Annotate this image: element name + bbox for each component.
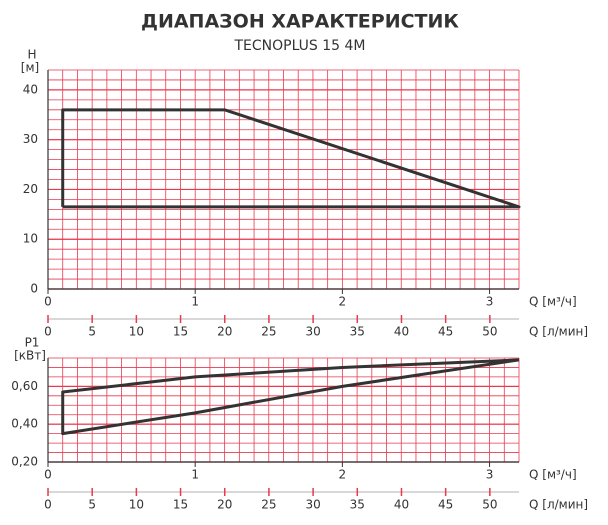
x-tick-label: 0 (44, 468, 52, 482)
y-tick-label: 40 (23, 82, 38, 96)
x-tick-label: 1 (191, 295, 199, 309)
x-tick-label: 2 (339, 468, 347, 482)
x2-tick-label: 15 (173, 498, 188, 512)
y-tick-label: 0,20 (11, 455, 38, 469)
x2-tick-label: 35 (350, 498, 365, 512)
y-tick-label: 30 (23, 132, 38, 146)
x2-tick-label: 0 (44, 325, 52, 339)
x2-tick-label: 20 (217, 325, 232, 339)
y-axis-unit: [кВт] (14, 349, 46, 363)
x2-tick-label: 5 (88, 325, 96, 339)
x-axis-label: Q [м³/ч] (529, 295, 577, 309)
chart-title: ДИАПАЗОН ХАРАКТЕРИСТИК (141, 11, 459, 33)
x2-tick-label: 30 (305, 325, 320, 339)
x2-tick-label: 10 (129, 325, 144, 339)
x2-tick-label: 15 (173, 325, 188, 339)
x2-tick-label: 40 (394, 325, 409, 339)
x-tick-label: 2 (339, 295, 347, 309)
y-tick-label: 0,60 (11, 379, 38, 393)
y-axis-label: H (27, 48, 36, 62)
y-axis-unit: [м] (21, 61, 39, 75)
x-tick-label: 0 (44, 295, 52, 309)
x2-tick-label: 30 (305, 498, 320, 512)
x2-tick-label: 20 (217, 498, 232, 512)
x2-axis-label: Q [л/мин] (529, 325, 588, 339)
y-tick-label: 20 (23, 182, 38, 196)
x2-tick-label: 0 (44, 498, 52, 512)
x2-tick-label: 45 (438, 325, 453, 339)
x2-axis-label: Q [л/мин] (529, 498, 588, 512)
y-tick-label: 0,40 (11, 417, 38, 431)
x2-tick-label: 50 (482, 498, 497, 512)
x-axis-label: Q [м³/ч] (529, 468, 577, 482)
x2-tick-label: 25 (261, 325, 276, 339)
x2-tick-label: 40 (394, 498, 409, 512)
x-tick-label: 1 (191, 468, 199, 482)
x-tick-label: 3 (486, 468, 494, 482)
x-tick-label: 3 (486, 295, 494, 309)
x2-tick-label: 45 (438, 498, 453, 512)
x2-tick-label: 50 (482, 325, 497, 339)
chart-subtitle: TECNOPLUS 15 4M (233, 38, 365, 54)
x2-tick-label: 10 (129, 498, 144, 512)
x2-tick-label: 25 (261, 498, 276, 512)
x2-tick-label: 5 (88, 498, 96, 512)
line-series (61, 108, 521, 209)
x2-tick-label: 35 (350, 325, 365, 339)
y-tick-label: 10 (23, 232, 38, 246)
line-series (61, 358, 520, 436)
y-tick-label: 0 (30, 282, 38, 296)
y-axis-label: P1 (25, 336, 40, 350)
